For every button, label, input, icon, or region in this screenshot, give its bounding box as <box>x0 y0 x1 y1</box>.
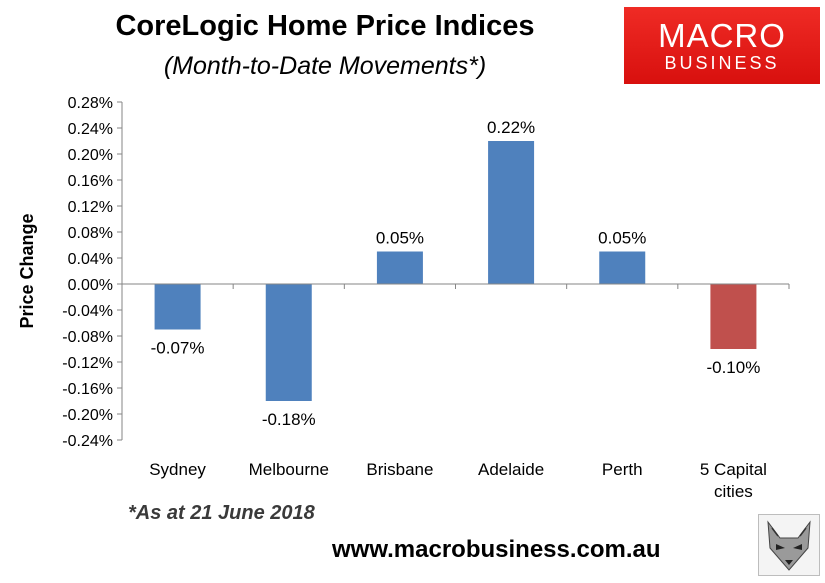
y-tick-label: -0.16% <box>62 381 113 398</box>
x-category-label: Brisbane <box>366 460 433 479</box>
macrobusiness-logo: MACRO BUSINESS <box>624 7 820 84</box>
logo-line-macro: MACRO <box>658 17 786 54</box>
chart-subtitle: (Month-to-Date Movements*) <box>163 52 487 80</box>
website-url: www.macrobusiness.com.au <box>332 536 661 563</box>
y-tick-label: 0.20% <box>68 147 113 164</box>
y-tick-label: -0.24% <box>62 433 113 450</box>
bar <box>376 251 423 284</box>
y-tick-label: 0.24% <box>68 121 113 138</box>
bar <box>265 284 312 401</box>
data-label: 0.05% <box>598 229 646 248</box>
data-label: 0.22% <box>487 118 535 137</box>
y-tick-label: 0.04% <box>68 251 113 268</box>
x-category-label: Sydney <box>149 460 206 479</box>
data-label: -0.10% <box>706 358 760 377</box>
y-tick-label: 0.28% <box>68 95 113 112</box>
bar <box>488 141 535 284</box>
y-tick-label: 0.12% <box>68 199 113 216</box>
x-category-label: Perth <box>602 460 643 479</box>
y-tick-label: -0.08% <box>62 329 113 346</box>
y-axis-title: Price Change <box>17 213 37 328</box>
y-tick-label: 0.16% <box>68 173 113 190</box>
footnote: *As at 21 June 2018 <box>128 502 315 524</box>
logo-line-business: BUSINESS <box>664 53 780 73</box>
y-tick-label: 0.08% <box>68 225 113 242</box>
y-tick-label: -0.12% <box>62 355 113 372</box>
data-label: -0.18% <box>262 410 316 429</box>
x-category-label: Melbourne <box>249 460 329 479</box>
bar <box>599 251 646 284</box>
y-tick-label: 0.00% <box>68 277 113 294</box>
bar <box>154 284 201 330</box>
wolf-icon <box>758 514 820 576</box>
chart-title: CoreLogic Home Price Indices <box>115 10 535 42</box>
x-category-label: Adelaide <box>478 460 544 479</box>
data-label: -0.07% <box>151 339 205 358</box>
data-label: 0.05% <box>376 229 424 248</box>
y-tick-label: -0.20% <box>62 407 113 424</box>
x-category-label: 5 Capital cities <box>700 460 767 500</box>
bar <box>710 284 757 349</box>
bar-chart: 0.28% 0.24% 0.20% 0.16% 0.12% 0.08% 0.04% 0.00%… <box>17 95 790 500</box>
y-tick-label: -0.04% <box>62 303 113 320</box>
